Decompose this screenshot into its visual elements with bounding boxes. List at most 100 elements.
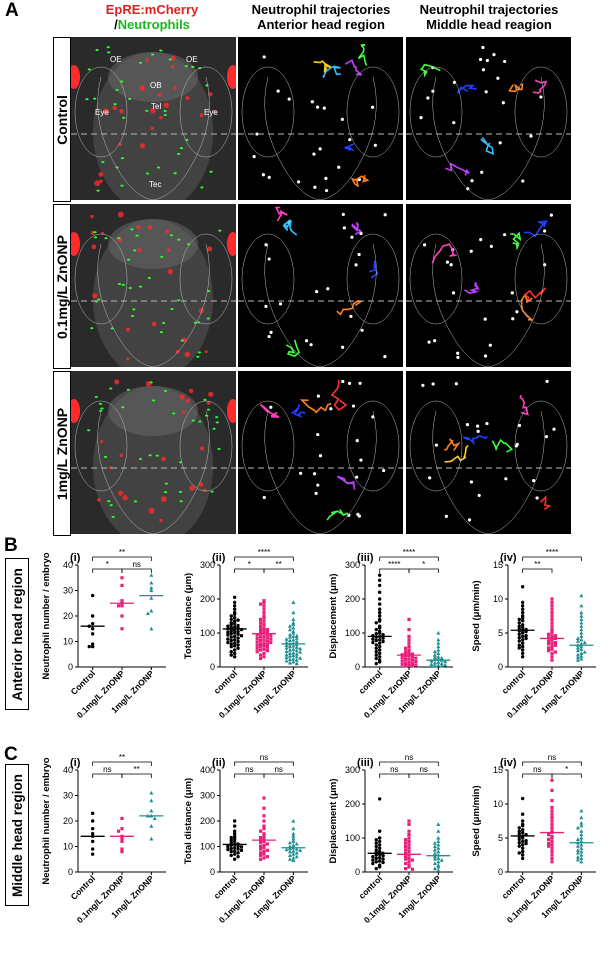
label-tec: Tec bbox=[149, 180, 162, 189]
data-point bbox=[579, 593, 584, 598]
data-point bbox=[259, 857, 263, 861]
data-point bbox=[432, 851, 437, 855]
data-point bbox=[381, 857, 385, 861]
data-point bbox=[149, 580, 154, 585]
data-point bbox=[436, 856, 441, 860]
anterior-title-line2: Anterior head region bbox=[257, 17, 385, 32]
data-point bbox=[432, 866, 437, 871]
data-point bbox=[410, 658, 414, 662]
data-point bbox=[149, 798, 154, 803]
data-point bbox=[291, 610, 296, 615]
data-point bbox=[550, 641, 554, 645]
data-point bbox=[517, 643, 521, 647]
data-point bbox=[259, 844, 263, 849]
data-point bbox=[553, 650, 557, 654]
data-point bbox=[407, 657, 411, 661]
data-point bbox=[436, 859, 441, 864]
data-point bbox=[117, 829, 121, 833]
data-point bbox=[550, 655, 554, 659]
data-point bbox=[236, 844, 240, 848]
data-point bbox=[377, 797, 382, 801]
data-point bbox=[377, 651, 382, 656]
data-point bbox=[550, 788, 554, 792]
data-point bbox=[265, 842, 269, 846]
data-point bbox=[407, 822, 411, 826]
data-point bbox=[236, 629, 240, 634]
data-point bbox=[236, 632, 240, 637]
significance-label: ns bbox=[132, 560, 140, 569]
data-point bbox=[407, 638, 411, 642]
data-point bbox=[377, 660, 382, 664]
y-tick-label: 200 bbox=[345, 594, 360, 604]
y-tick-label: 5 bbox=[498, 833, 503, 843]
data-point bbox=[149, 585, 154, 590]
significance-label: ns bbox=[419, 765, 427, 774]
data-point bbox=[262, 607, 266, 611]
data-point bbox=[377, 829, 382, 833]
data-point bbox=[262, 814, 266, 818]
data-point bbox=[287, 657, 292, 662]
data-point bbox=[262, 827, 266, 831]
data-point bbox=[517, 851, 521, 855]
significance-label: ns bbox=[103, 765, 111, 774]
significance-label: **** bbox=[403, 548, 415, 557]
data-point bbox=[262, 837, 266, 841]
data-point bbox=[407, 856, 411, 860]
data-point bbox=[287, 660, 292, 665]
data-point bbox=[517, 844, 521, 848]
data-point bbox=[120, 627, 124, 631]
data-point bbox=[432, 649, 437, 654]
data-point bbox=[152, 816, 157, 821]
data-point bbox=[259, 624, 263, 628]
data-point bbox=[520, 623, 525, 627]
data-point bbox=[520, 830, 525, 835]
x-category-label: control bbox=[357, 873, 384, 900]
data-point bbox=[229, 614, 233, 618]
data-point bbox=[414, 656, 418, 660]
y-tick-label: 10 bbox=[63, 637, 73, 647]
data-point bbox=[232, 607, 237, 611]
data-point bbox=[550, 799, 554, 803]
data-point bbox=[550, 597, 554, 601]
data-point bbox=[579, 839, 584, 843]
data-point bbox=[229, 631, 233, 636]
y-tick-label: 5 bbox=[498, 628, 503, 638]
data-point bbox=[407, 645, 411, 649]
data-point bbox=[294, 648, 299, 653]
chart-sublabel: (iv) bbox=[500, 552, 517, 564]
data-point bbox=[404, 654, 408, 658]
data-point bbox=[520, 644, 525, 649]
data-point bbox=[117, 604, 121, 608]
data-point bbox=[579, 637, 584, 642]
data-point bbox=[265, 649, 269, 653]
row-label-low-text: 0.1mg/L ZnONP bbox=[54, 234, 71, 339]
data-point bbox=[579, 832, 584, 837]
data-point bbox=[90, 632, 95, 636]
data-point bbox=[287, 651, 292, 655]
significance-bracket: ** bbox=[92, 753, 152, 766]
data-point bbox=[550, 812, 554, 816]
y-tick-label: 0 bbox=[68, 867, 73, 877]
data-point bbox=[291, 625, 296, 630]
y-tick-label: 200 bbox=[200, 594, 215, 604]
data-point bbox=[255, 643, 259, 647]
data-point bbox=[517, 646, 521, 650]
mcherry-label: EpRE:mCherry bbox=[105, 2, 199, 17]
data-point bbox=[377, 849, 382, 854]
data-point bbox=[374, 853, 378, 857]
data-point bbox=[575, 655, 580, 660]
significance-bracket: ** bbox=[522, 560, 553, 573]
y-tick-label: 0 bbox=[210, 867, 215, 877]
data-point bbox=[400, 662, 404, 666]
data-point bbox=[410, 662, 414, 666]
y-tick-label: 10 bbox=[493, 594, 503, 604]
data-point bbox=[262, 600, 266, 604]
data-point bbox=[436, 842, 441, 847]
data-point bbox=[120, 583, 124, 587]
data-point bbox=[287, 849, 292, 854]
data-point bbox=[579, 603, 584, 608]
data-point bbox=[575, 837, 580, 841]
significance-bracket: ns bbox=[121, 560, 152, 573]
data-point bbox=[550, 805, 554, 809]
data-point bbox=[294, 633, 299, 638]
